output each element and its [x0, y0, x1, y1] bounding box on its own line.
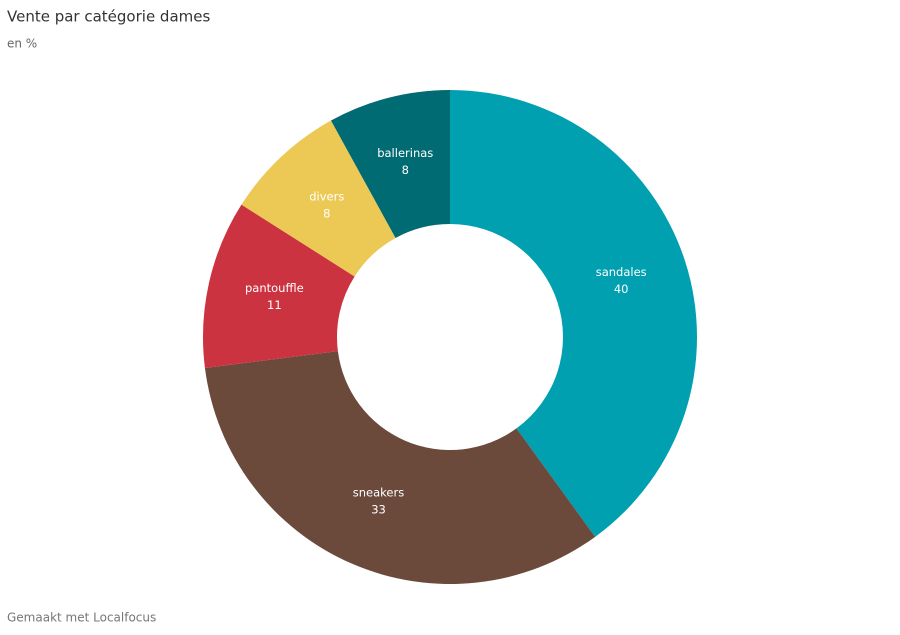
slice-label: pantouffle	[245, 281, 304, 295]
donut-slice	[203, 204, 355, 368]
credit: Gemaakt met Localfocus	[7, 611, 156, 625]
slice-label: sandales	[596, 265, 647, 279]
donut-slice	[331, 90, 450, 238]
slice-label: divers	[309, 189, 344, 203]
donut-slice	[241, 120, 396, 277]
slice-value: 8	[402, 163, 409, 177]
slice-value: 8	[323, 206, 330, 220]
chart-title: Vente par catégorie dames	[7, 8, 210, 26]
chart-subtitle: en %	[7, 37, 37, 51]
slice-value: 40	[614, 282, 629, 296]
donut-slice	[450, 90, 698, 537]
slice-value: 11	[267, 298, 282, 312]
slice-label: ballerinas	[377, 146, 433, 160]
slice-value: 33	[371, 503, 386, 517]
donut-slice	[204, 351, 596, 585]
slice-label: sneakers	[353, 486, 404, 500]
